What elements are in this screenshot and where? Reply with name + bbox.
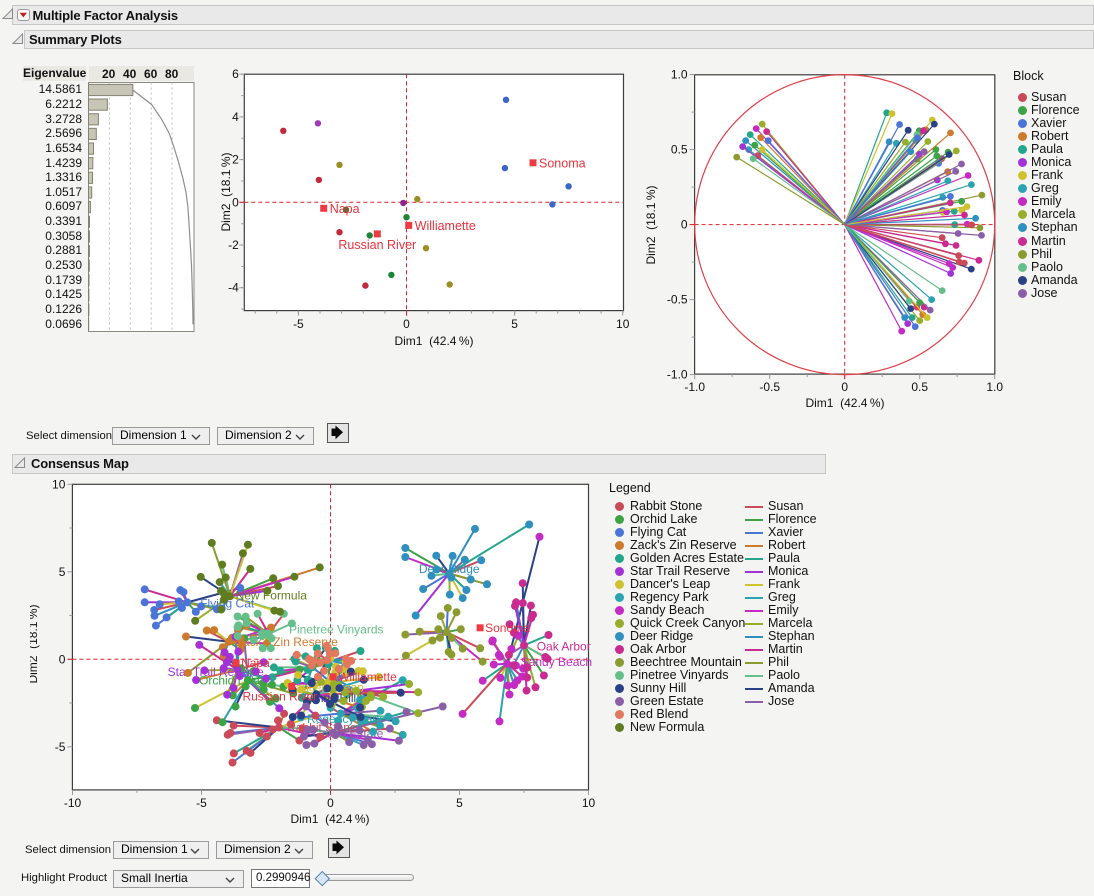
svg-text:Pinetree Vinyards: Pinetree Vinyards	[289, 622, 384, 636]
svg-text:Dim2 (18.1 %): Dim2 (18.1 %)	[30, 604, 40, 683]
svg-text:4: 4	[232, 110, 239, 124]
svg-text:2: 2	[232, 153, 239, 167]
svg-text:-1.0: -1.0	[667, 368, 688, 382]
svg-text:0: 0	[403, 317, 410, 331]
svg-text:Russian River: Russian River	[338, 238, 416, 252]
svg-text:0: 0	[681, 218, 688, 232]
svg-text:Sonoma: Sonoma	[485, 621, 530, 635]
svg-text:-4: -4	[228, 281, 239, 295]
svg-text:1.0: 1.0	[671, 68, 688, 82]
svg-text:New Formula: New Formula	[236, 589, 308, 603]
svg-text:-5: -5	[293, 317, 304, 331]
svg-text:5: 5	[456, 796, 463, 810]
svg-text:0: 0	[327, 796, 334, 810]
svg-text:-5: -5	[55, 740, 66, 754]
svg-text:-1.0: -1.0	[684, 380, 705, 394]
svg-text:-10: -10	[64, 796, 82, 810]
svg-text:-5: -5	[196, 796, 207, 810]
svg-text:Sonoma: Sonoma	[539, 156, 586, 170]
svg-text:0.5: 0.5	[911, 380, 928, 394]
svg-text:1.0: 1.0	[986, 380, 1003, 394]
svg-text:0: 0	[59, 652, 66, 666]
svg-text:6: 6	[232, 67, 239, 81]
svg-text:Dim1 (42.4 %): Dim1 (42.4 %)	[290, 812, 369, 826]
svg-text:Dim1 (42.4 %): Dim1 (42.4 %)	[394, 334, 473, 348]
svg-text:10: 10	[616, 317, 630, 331]
svg-text:10: 10	[582, 796, 596, 810]
svg-text:-2: -2	[228, 238, 239, 252]
svg-text:Williamette: Williamette	[338, 670, 397, 684]
svg-text:10: 10	[52, 477, 66, 491]
svg-text:Dim2 (18.1 %): Dim2 (18.1 %)	[644, 185, 658, 264]
svg-text:Dim2 (18.1 %): Dim2 (18.1 %)	[219, 152, 233, 231]
svg-text:-0.5: -0.5	[667, 293, 688, 307]
svg-text:0: 0	[841, 380, 848, 394]
svg-text:-0.5: -0.5	[759, 380, 780, 394]
svg-text:Sandy Beach: Sandy Beach	[521, 655, 592, 669]
svg-text:0: 0	[232, 195, 239, 209]
svg-text:Napa: Napa	[330, 202, 360, 216]
svg-text:Napa: Napa	[241, 656, 270, 670]
svg-text:Williamette: Williamette	[415, 219, 476, 233]
svg-text:5: 5	[511, 317, 518, 331]
svg-text:Oak Arbor: Oak Arbor	[537, 639, 591, 653]
svg-text:Dim1 (42.4 %): Dim1 (42.4 %)	[805, 396, 884, 410]
svg-text:5: 5	[59, 565, 66, 579]
svg-text:0.5: 0.5	[671, 143, 688, 157]
svg-text:Russian River: Russian River	[242, 689, 317, 703]
